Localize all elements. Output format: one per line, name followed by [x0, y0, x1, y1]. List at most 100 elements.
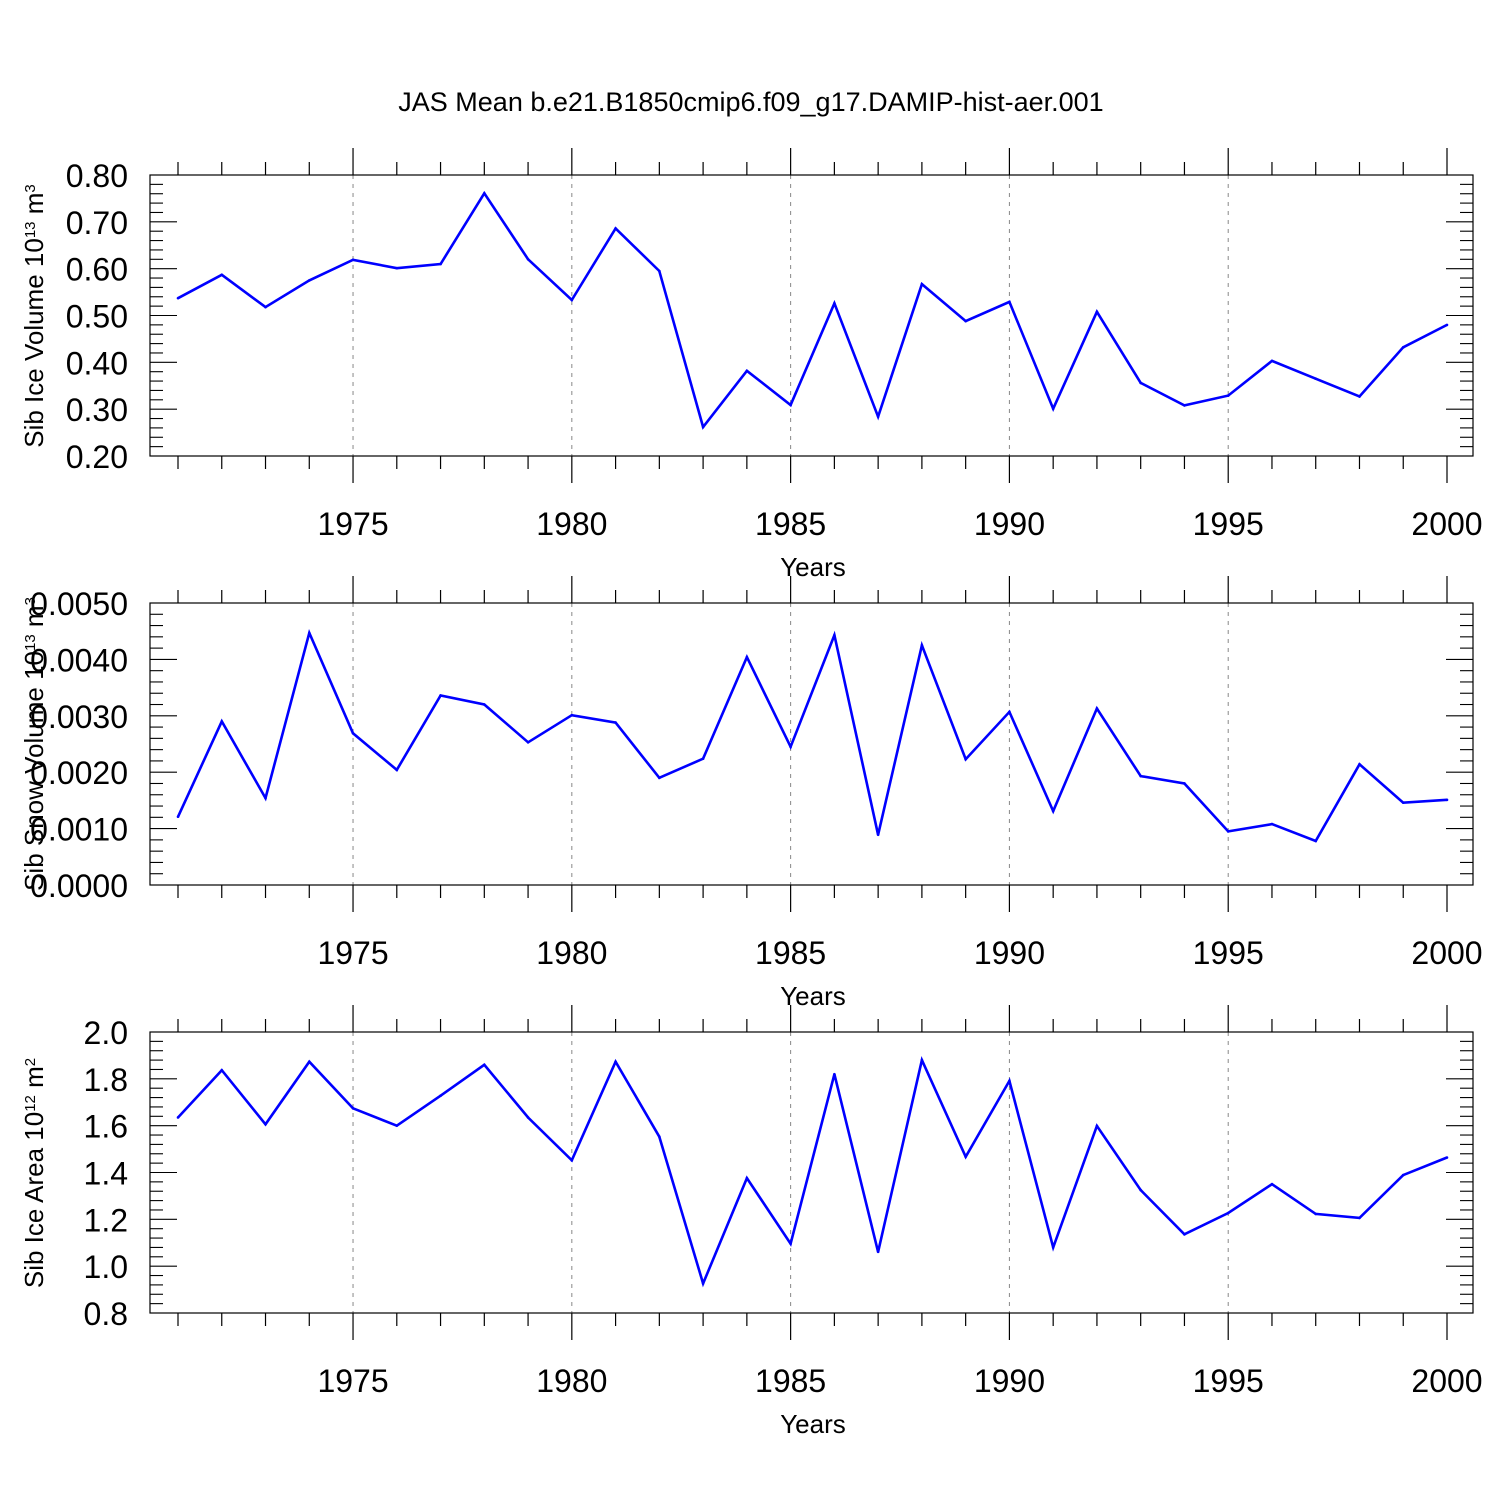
x-tick-label: 1985 [755, 506, 826, 542]
data-point [570, 298, 574, 302]
data-point [351, 731, 355, 735]
data-point [1401, 1173, 1405, 1177]
data-point [1095, 1124, 1099, 1128]
x-tick-label: 1980 [536, 1363, 607, 1399]
y-tick-label: 1.6 [84, 1109, 128, 1145]
y-axis-label-superscript: 3 [22, 184, 39, 192]
data-point [658, 1135, 661, 1138]
data-point [395, 1124, 399, 1127]
data-point [1183, 404, 1186, 407]
y-tick-label: 0.60 [66, 252, 128, 288]
series-line [176, 628, 1448, 843]
data-point [1051, 407, 1055, 410]
x-tick-label: 1975 [317, 935, 388, 971]
y-tick-label: 0.0000 [30, 868, 128, 904]
data-point [439, 694, 442, 697]
data-point [351, 258, 355, 262]
x-tick-label: 1985 [755, 1363, 826, 1399]
data-point [1445, 1156, 1449, 1159]
y-axis-label-text: Sib Ice Volume 10 [19, 238, 49, 448]
data-point [833, 302, 836, 305]
data-point [789, 745, 792, 749]
data-point [570, 1159, 574, 1162]
data-point [1139, 774, 1142, 778]
x-tick-label: 1995 [1193, 935, 1264, 971]
data-point [1008, 710, 1011, 714]
data-point [307, 1060, 311, 1064]
x-tick-label: 2000 [1411, 935, 1482, 971]
data-point [1358, 763, 1361, 766]
data-point [964, 1155, 967, 1159]
x-tick-label: 1975 [317, 1363, 388, 1399]
data-point [1358, 1216, 1361, 1220]
y-axis-label-text: m [19, 1066, 49, 1095]
data-point [1139, 1188, 1142, 1192]
y-tick-label: 0.0040 [30, 642, 128, 678]
data-point [1139, 381, 1142, 385]
data-point [1401, 801, 1405, 804]
data-point [264, 1122, 267, 1126]
data-point [614, 227, 617, 230]
data-point [658, 776, 661, 780]
data-point [833, 1072, 836, 1076]
data-point [614, 721, 617, 724]
data-point [307, 631, 311, 635]
data-point [920, 1058, 924, 1062]
data-point [964, 319, 967, 323]
plot-frame [149, 1031, 1474, 1314]
data-point [1095, 310, 1099, 314]
data-point [1226, 830, 1230, 833]
data-point [701, 1282, 705, 1285]
x-tick-label: 1995 [1193, 1363, 1264, 1399]
data-point [307, 279, 311, 282]
y-axis-label: Sib Snow Volume 1013 m3 [19, 597, 49, 891]
data-point [220, 273, 224, 277]
data-point [439, 1094, 442, 1097]
data-point [1270, 359, 1274, 363]
x-tick-label: 1990 [974, 1363, 1045, 1399]
data-point [701, 425, 705, 429]
chart-panel-1: 1975 1980 1985 1990 1995 2000Years0.200.300.4… [19, 148, 1483, 582]
y-axis-label-text: Sib Ice Area 10 [19, 1112, 49, 1288]
data-point [176, 296, 180, 300]
y-axis-label: Sib Ice Volume 1013 m3 [19, 184, 49, 448]
x-tick-label: 1980 [536, 506, 607, 542]
data-point [176, 815, 180, 819]
data-point [964, 757, 967, 761]
data-point [264, 796, 267, 800]
y-tick-label: 0.30 [66, 392, 128, 428]
data-point [1358, 395, 1361, 398]
series-line [177, 1056, 1448, 1288]
data-point [833, 633, 836, 637]
y-tick-label: 2.0 [84, 1015, 128, 1051]
x-tick-label: 1990 [974, 935, 1045, 971]
y-tick-label: 0.70 [66, 205, 128, 241]
data-point [1183, 782, 1186, 785]
y-tick-label: 1.0 [84, 1249, 128, 1285]
panels: 1975 1980 1985 1990 1995 2000 Years 0.20 0.30 0.4… [19, 148, 1483, 1439]
y-axis-label-superscript: 2 [22, 1058, 39, 1066]
data-point [483, 703, 486, 706]
chart-panel-3: 1975 1980 1985 1990 1995 2000 Years 0.8 1.0 1.2 1.… [19, 1005, 1483, 1439]
data-point [395, 768, 399, 772]
y-tick-label: 0.0010 [30, 812, 128, 848]
data-point [1008, 300, 1011, 304]
data-point [220, 1068, 224, 1072]
data-point [439, 262, 442, 266]
data-point [1314, 377, 1318, 381]
y-axis-label-text: Sib Snow Volume 10 [19, 651, 49, 891]
y-tick-label: 0.0020 [30, 755, 128, 791]
data-point [526, 1116, 530, 1119]
data-point [526, 741, 530, 744]
x-tick-label: 1980 [536, 935, 607, 971]
data-point [1226, 1211, 1230, 1215]
data-point [483, 191, 486, 195]
y-axis-label-superscript: 12 [22, 1095, 39, 1112]
data-point [395, 266, 399, 270]
figure-title: JAS Mean b.e21.B1850cmip6.f09_g17.DAMIP-… [398, 87, 1103, 117]
data-point [920, 644, 924, 647]
y-tick-label: 1.2 [84, 1202, 128, 1238]
data-point [483, 1063, 486, 1067]
data-point [745, 655, 749, 659]
